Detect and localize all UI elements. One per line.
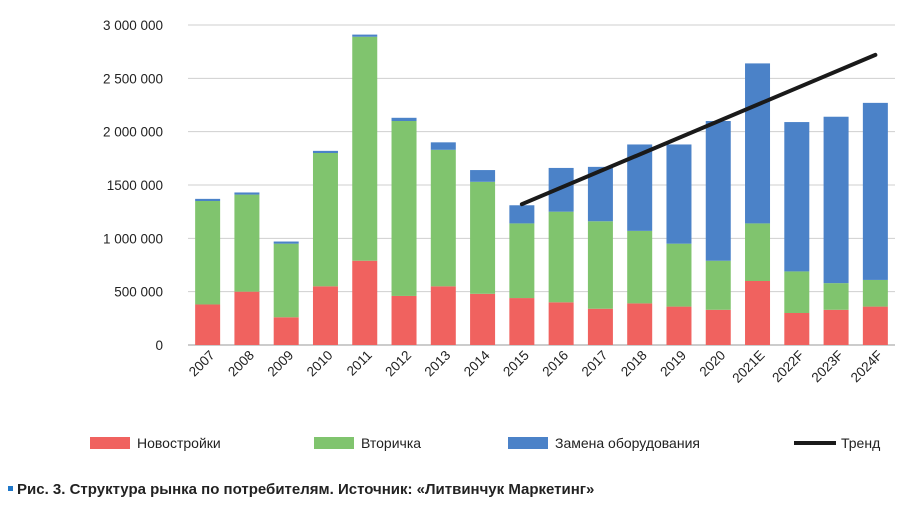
x-tick-label: 2009: [264, 348, 296, 380]
x-tick-label: 2022F: [769, 348, 807, 386]
bar-segment-new: [784, 313, 810, 345]
legend-label: Замена оборудования: [555, 435, 700, 451]
bar-segment-replacement: [784, 122, 810, 272]
bar-segment-secondary: [234, 194, 260, 292]
x-tick-label: 2019: [657, 348, 689, 380]
bar-segment-new: [823, 309, 849, 345]
x-tick-label: 2018: [618, 348, 650, 380]
bar-segment-new: [862, 306, 888, 345]
x-tick-label: 2016: [539, 348, 571, 380]
y-tick-label: 1500 000: [107, 178, 163, 193]
legend-label: Тренд: [841, 435, 880, 451]
bar-segment-replacement: [430, 142, 456, 150]
bar-segment-secondary: [352, 36, 378, 261]
bar-segment-secondary: [666, 243, 692, 307]
bar-segment-replacement: [312, 150, 338, 153]
legend-swatch: [90, 437, 130, 449]
x-tick-label: 2020: [697, 348, 729, 380]
trend: [519, 52, 878, 207]
caption-text: Рис. 3. Структура рынка по потребителям.…: [17, 481, 595, 498]
bar-segment-new: [391, 295, 417, 345]
bars: [195, 34, 888, 345]
legend-label: Вторичка: [361, 435, 421, 451]
bar-segment-secondary: [627, 230, 653, 304]
bar-segment-new: [352, 260, 378, 345]
legend-label: Новостройки: [137, 435, 221, 451]
bar-segment-secondary: [391, 121, 417, 296]
bar-segment-secondary: [587, 221, 613, 309]
x-tick-label: 2011: [344, 348, 375, 379]
bar-segment-new: [470, 293, 496, 345]
bar-segment-new: [627, 303, 653, 345]
y-axis-ticks: 0 500 000 1 000 000 1500 000 2 000 000 2 500 …: [103, 18, 163, 353]
bar-segment-replacement: [823, 116, 849, 284]
x-tick-label: 2017: [579, 348, 611, 380]
x-tick-label: 2014: [461, 347, 493, 379]
legend: Новостройки Вторичка Замена оборудования Тр…: [90, 435, 880, 451]
y-tick-label: 0: [155, 338, 163, 353]
bar-segment-new: [273, 317, 299, 345]
y-tick-label: 3 000 000: [103, 18, 163, 33]
bar-segment-secondary: [705, 260, 731, 310]
x-tick-label: 2008: [225, 348, 257, 380]
bar-segment-new: [745, 281, 771, 345]
grid-lines: [188, 24, 895, 346]
bar-segment-replacement: [391, 117, 417, 121]
bar-segment-secondary: [312, 153, 338, 287]
x-tick-label: 2023F: [809, 348, 847, 386]
bar-segment-secondary: [784, 271, 810, 313]
bar-segment-new: [195, 304, 221, 345]
bar-segment-replacement: [745, 63, 771, 224]
bar-segment-new: [666, 306, 692, 345]
bar-segment-new: [587, 308, 613, 345]
bar-segment-secondary: [430, 149, 456, 287]
x-tick-label: 2015: [500, 348, 532, 380]
x-tick-label: 2007: [186, 348, 218, 380]
legend-swatch: [508, 437, 548, 449]
caption-bullet-icon: [8, 485, 13, 491]
x-tick-label: 2013: [422, 348, 454, 380]
bar-segment-replacement: [470, 170, 496, 182]
bar-segment-new: [234, 291, 260, 345]
x-axis-ticks: 2007 2008 2009 2010 2011 2012 2013 2014 2015 2016…: [186, 347, 886, 386]
bar-segment-new: [548, 302, 574, 345]
bar-segment-new: [430, 286, 456, 345]
trend-line: [519, 52, 878, 207]
bar-segment-replacement: [273, 241, 299, 244]
y-tick-label: 1 000 000: [103, 231, 163, 246]
bar-segment-secondary: [745, 223, 771, 281]
bar-segment-replacement: [195, 198, 221, 201]
y-tick-label: 2 000 000: [103, 125, 163, 140]
bar-segment-secondary: [862, 279, 888, 307]
bar-segment-secondary: [509, 223, 535, 299]
figure-caption: Рис. 3. Структура рынка по потребителям.…: [8, 481, 594, 498]
y-tick-label: 2 500 000: [103, 71, 163, 86]
bar-segment-replacement: [234, 192, 260, 195]
x-tick-label: 2010: [304, 348, 336, 380]
bar-segment-replacement: [509, 205, 535, 224]
bar-segment-secondary: [548, 211, 574, 303]
bar-segment-secondary: [823, 283, 849, 310]
bar-segment-secondary: [273, 243, 299, 318]
bar-segment-replacement: [705, 121, 731, 261]
x-tick-label: 2021E: [729, 348, 767, 386]
bar-segment-new: [509, 298, 535, 345]
bar-segment-secondary: [470, 181, 496, 294]
bar-segment-replacement: [666, 144, 692, 244]
bar-segment-replacement: [862, 102, 888, 280]
chart: 0 500 000 1 000 000 1500 000 2 000 000 2 500 …: [90, 18, 895, 451]
legend-swatch: [314, 437, 354, 449]
bar-segment-secondary: [195, 201, 221, 305]
bar-segment-new: [312, 286, 338, 345]
bar-segment-new: [705, 309, 731, 345]
bar-segment-replacement: [352, 34, 378, 37]
y-tick-label: 500 000: [114, 285, 163, 300]
x-tick-label: 2012: [382, 348, 414, 380]
x-tick-label: 2024F: [848, 348, 886, 386]
